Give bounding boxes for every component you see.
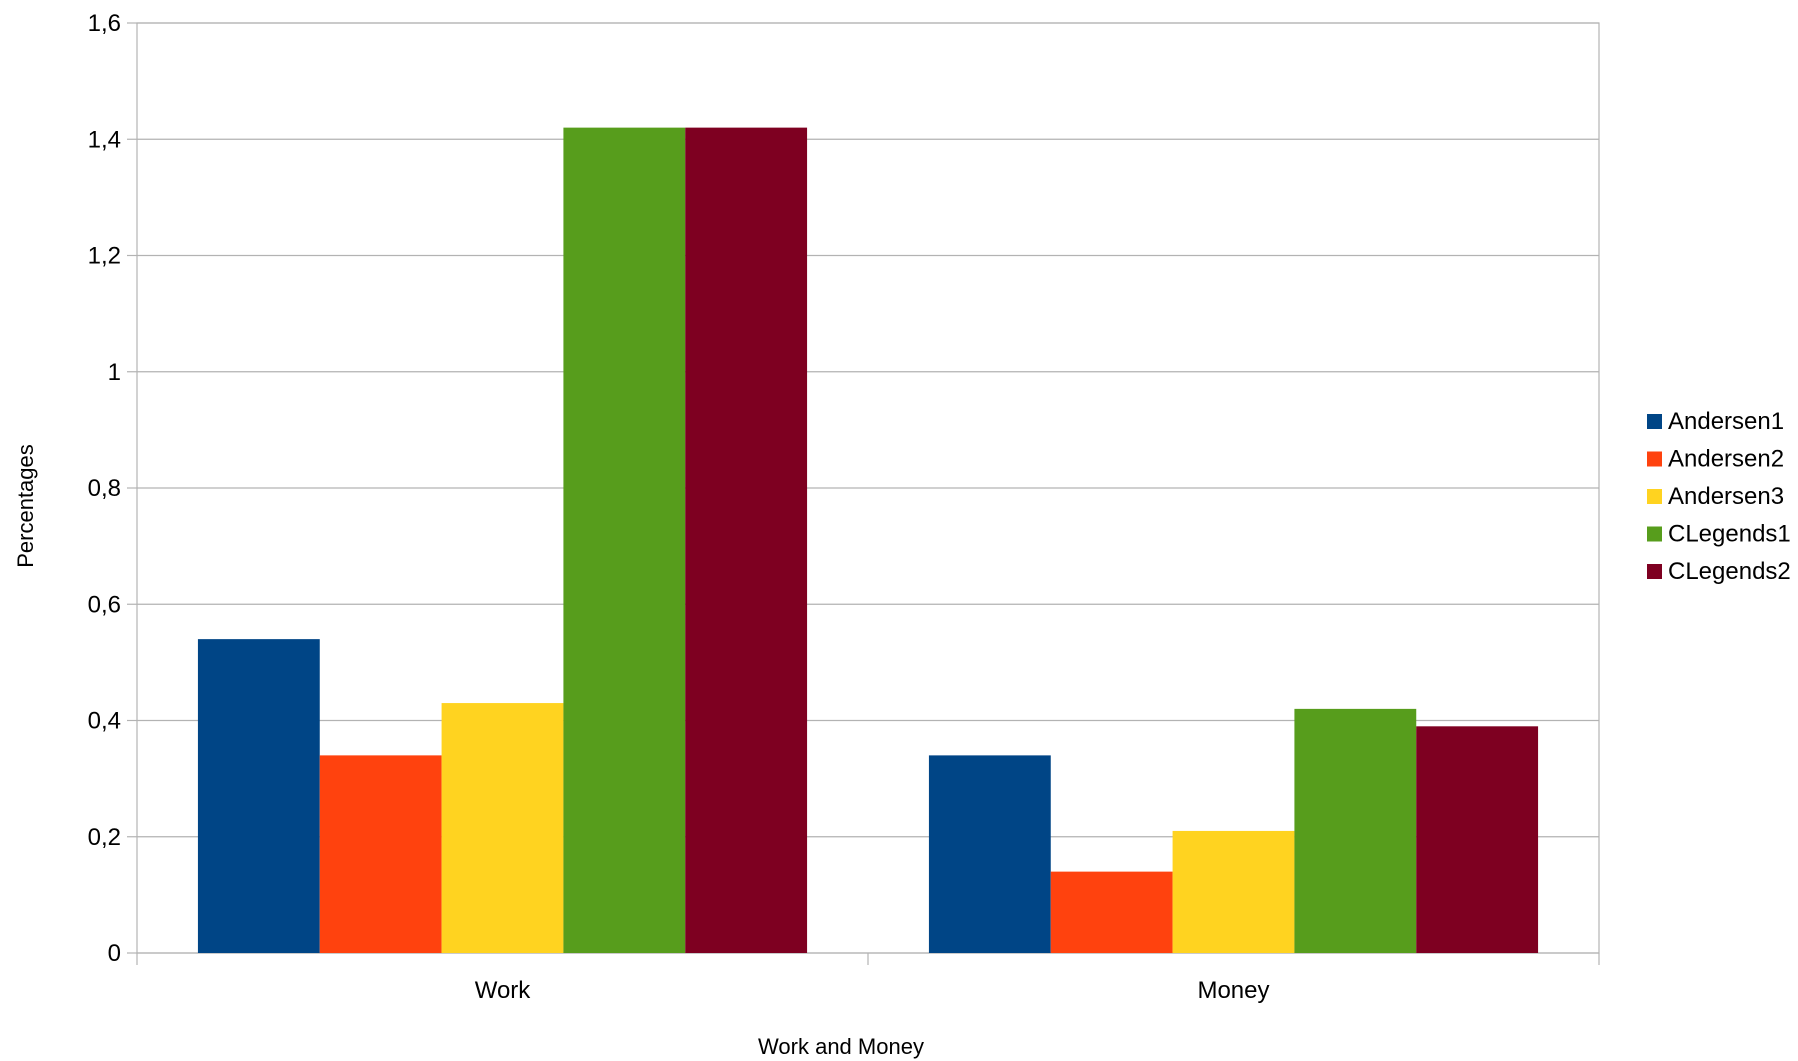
bar-andersen2-money <box>1050 871 1173 953</box>
bars <box>197 127 1539 953</box>
y-tick-label: 0 <box>108 940 121 967</box>
bar-clegends1-work <box>563 127 686 953</box>
legend-label: Andersen1 <box>1668 408 1784 435</box>
y-axis-title: Percentages <box>13 444 38 568</box>
bar-andersen1-money <box>928 755 1051 953</box>
legend-swatch <box>1647 414 1662 429</box>
bar-andersen2-work <box>319 755 442 953</box>
y-tick-label: 1,6 <box>88 10 121 37</box>
legend-swatch <box>1647 526 1662 542</box>
bar-andersen3-money <box>1172 830 1295 953</box>
legend-swatch <box>1647 451 1662 467</box>
legend: Andersen1 Andersen2 Andersen3 CLegends1 CLeg… <box>1647 408 1791 585</box>
bar-clegends1-money <box>1294 708 1417 953</box>
legend-swatch <box>1647 489 1662 504</box>
bar-clegends2-money <box>1416 726 1539 953</box>
tick-labels: 0 0,2 0,4 0,6 0,8 1 1,2 1,4 1,6 Work Money <box>88 10 1270 1004</box>
y-tick-label: 1,4 <box>88 126 121 153</box>
bar-andersen3-work <box>441 703 564 953</box>
y-tick-label: 0,4 <box>88 708 121 735</box>
y-tick-label: 0,2 <box>88 824 121 851</box>
legend-label: Andersen2 <box>1668 446 1784 473</box>
y-tick-label: 1,2 <box>88 243 121 270</box>
y-tick-label: 0,8 <box>88 475 121 502</box>
y-tick-label: 0,6 <box>88 591 121 618</box>
x-category-label: Money <box>1197 977 1269 1004</box>
bar-andersen1-work <box>197 639 320 953</box>
legend-swatch <box>1647 564 1662 579</box>
legend-label: CLegends1 <box>1668 521 1791 548</box>
bar-clegends2-work <box>685 127 808 953</box>
y-tick-label: 1 <box>108 359 121 386</box>
x-axis-title: Work and Money <box>758 1034 924 1059</box>
legend-label: Andersen3 <box>1668 483 1784 510</box>
x-category-label: Work <box>475 977 532 1004</box>
legend-label: CLegends2 <box>1668 558 1791 585</box>
axes <box>127 22 1600 965</box>
